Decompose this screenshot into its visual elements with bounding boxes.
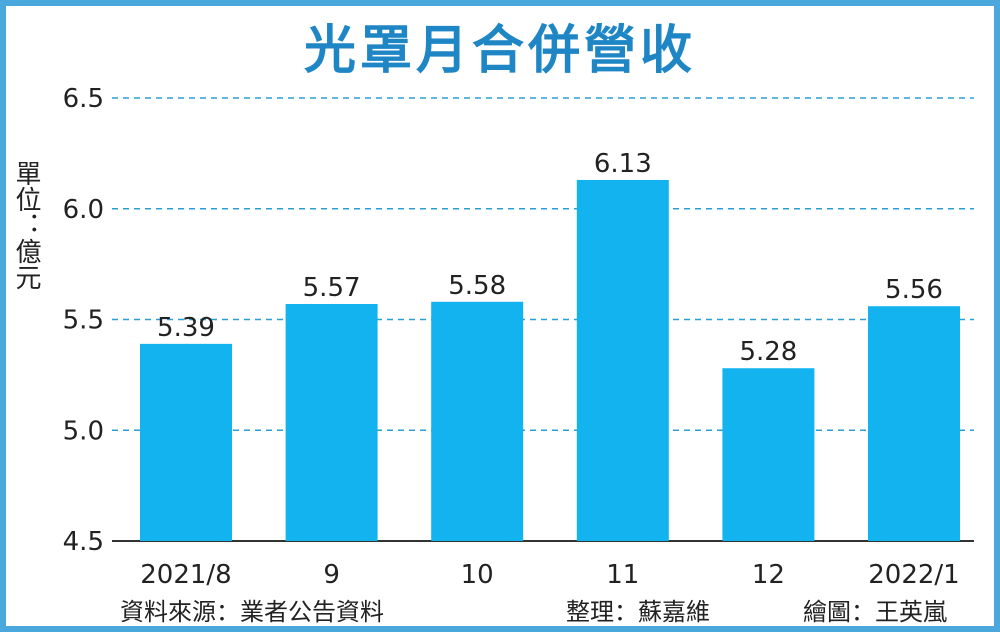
- illustrator-credit: 繪圖：王英嵐: [803, 598, 947, 626]
- data-label: 6.13: [594, 149, 652, 179]
- y-tick-label: 6.5: [63, 84, 104, 114]
- data-label: 5.56: [885, 275, 943, 305]
- data-label: 5.39: [157, 313, 215, 343]
- y-tick-label: 5.5: [63, 306, 104, 336]
- bar: [868, 306, 960, 541]
- data-label: 5.28: [739, 337, 797, 367]
- source-note: 資料來源：業者公告資料: [120, 598, 384, 626]
- x-tick-label: 2021/8: [140, 560, 231, 590]
- y-tick-label: 5.0: [63, 416, 104, 446]
- bar: [576, 179, 669, 541]
- data-label: 5.57: [303, 273, 361, 303]
- x-tick-label: 12: [752, 560, 785, 590]
- data-label: 5.58: [448, 271, 506, 301]
- unit-label: 單位：億元: [11, 160, 41, 290]
- y-tick-label: 6.0: [63, 195, 104, 225]
- bar: [431, 301, 524, 541]
- bar: [140, 343, 232, 541]
- y-tick-label: 4.5: [63, 527, 104, 557]
- editor-credit: 整理：蘇嘉維: [566, 598, 710, 626]
- x-tick-label: 11: [606, 560, 639, 590]
- chart-title: 光罩月合併營收: [303, 21, 696, 81]
- x-tick-label: 2022/1: [868, 560, 959, 590]
- x-tick-label: 9: [323, 560, 340, 590]
- bar: [722, 368, 815, 541]
- x-tick-label: 10: [461, 560, 494, 590]
- bar: [285, 303, 378, 541]
